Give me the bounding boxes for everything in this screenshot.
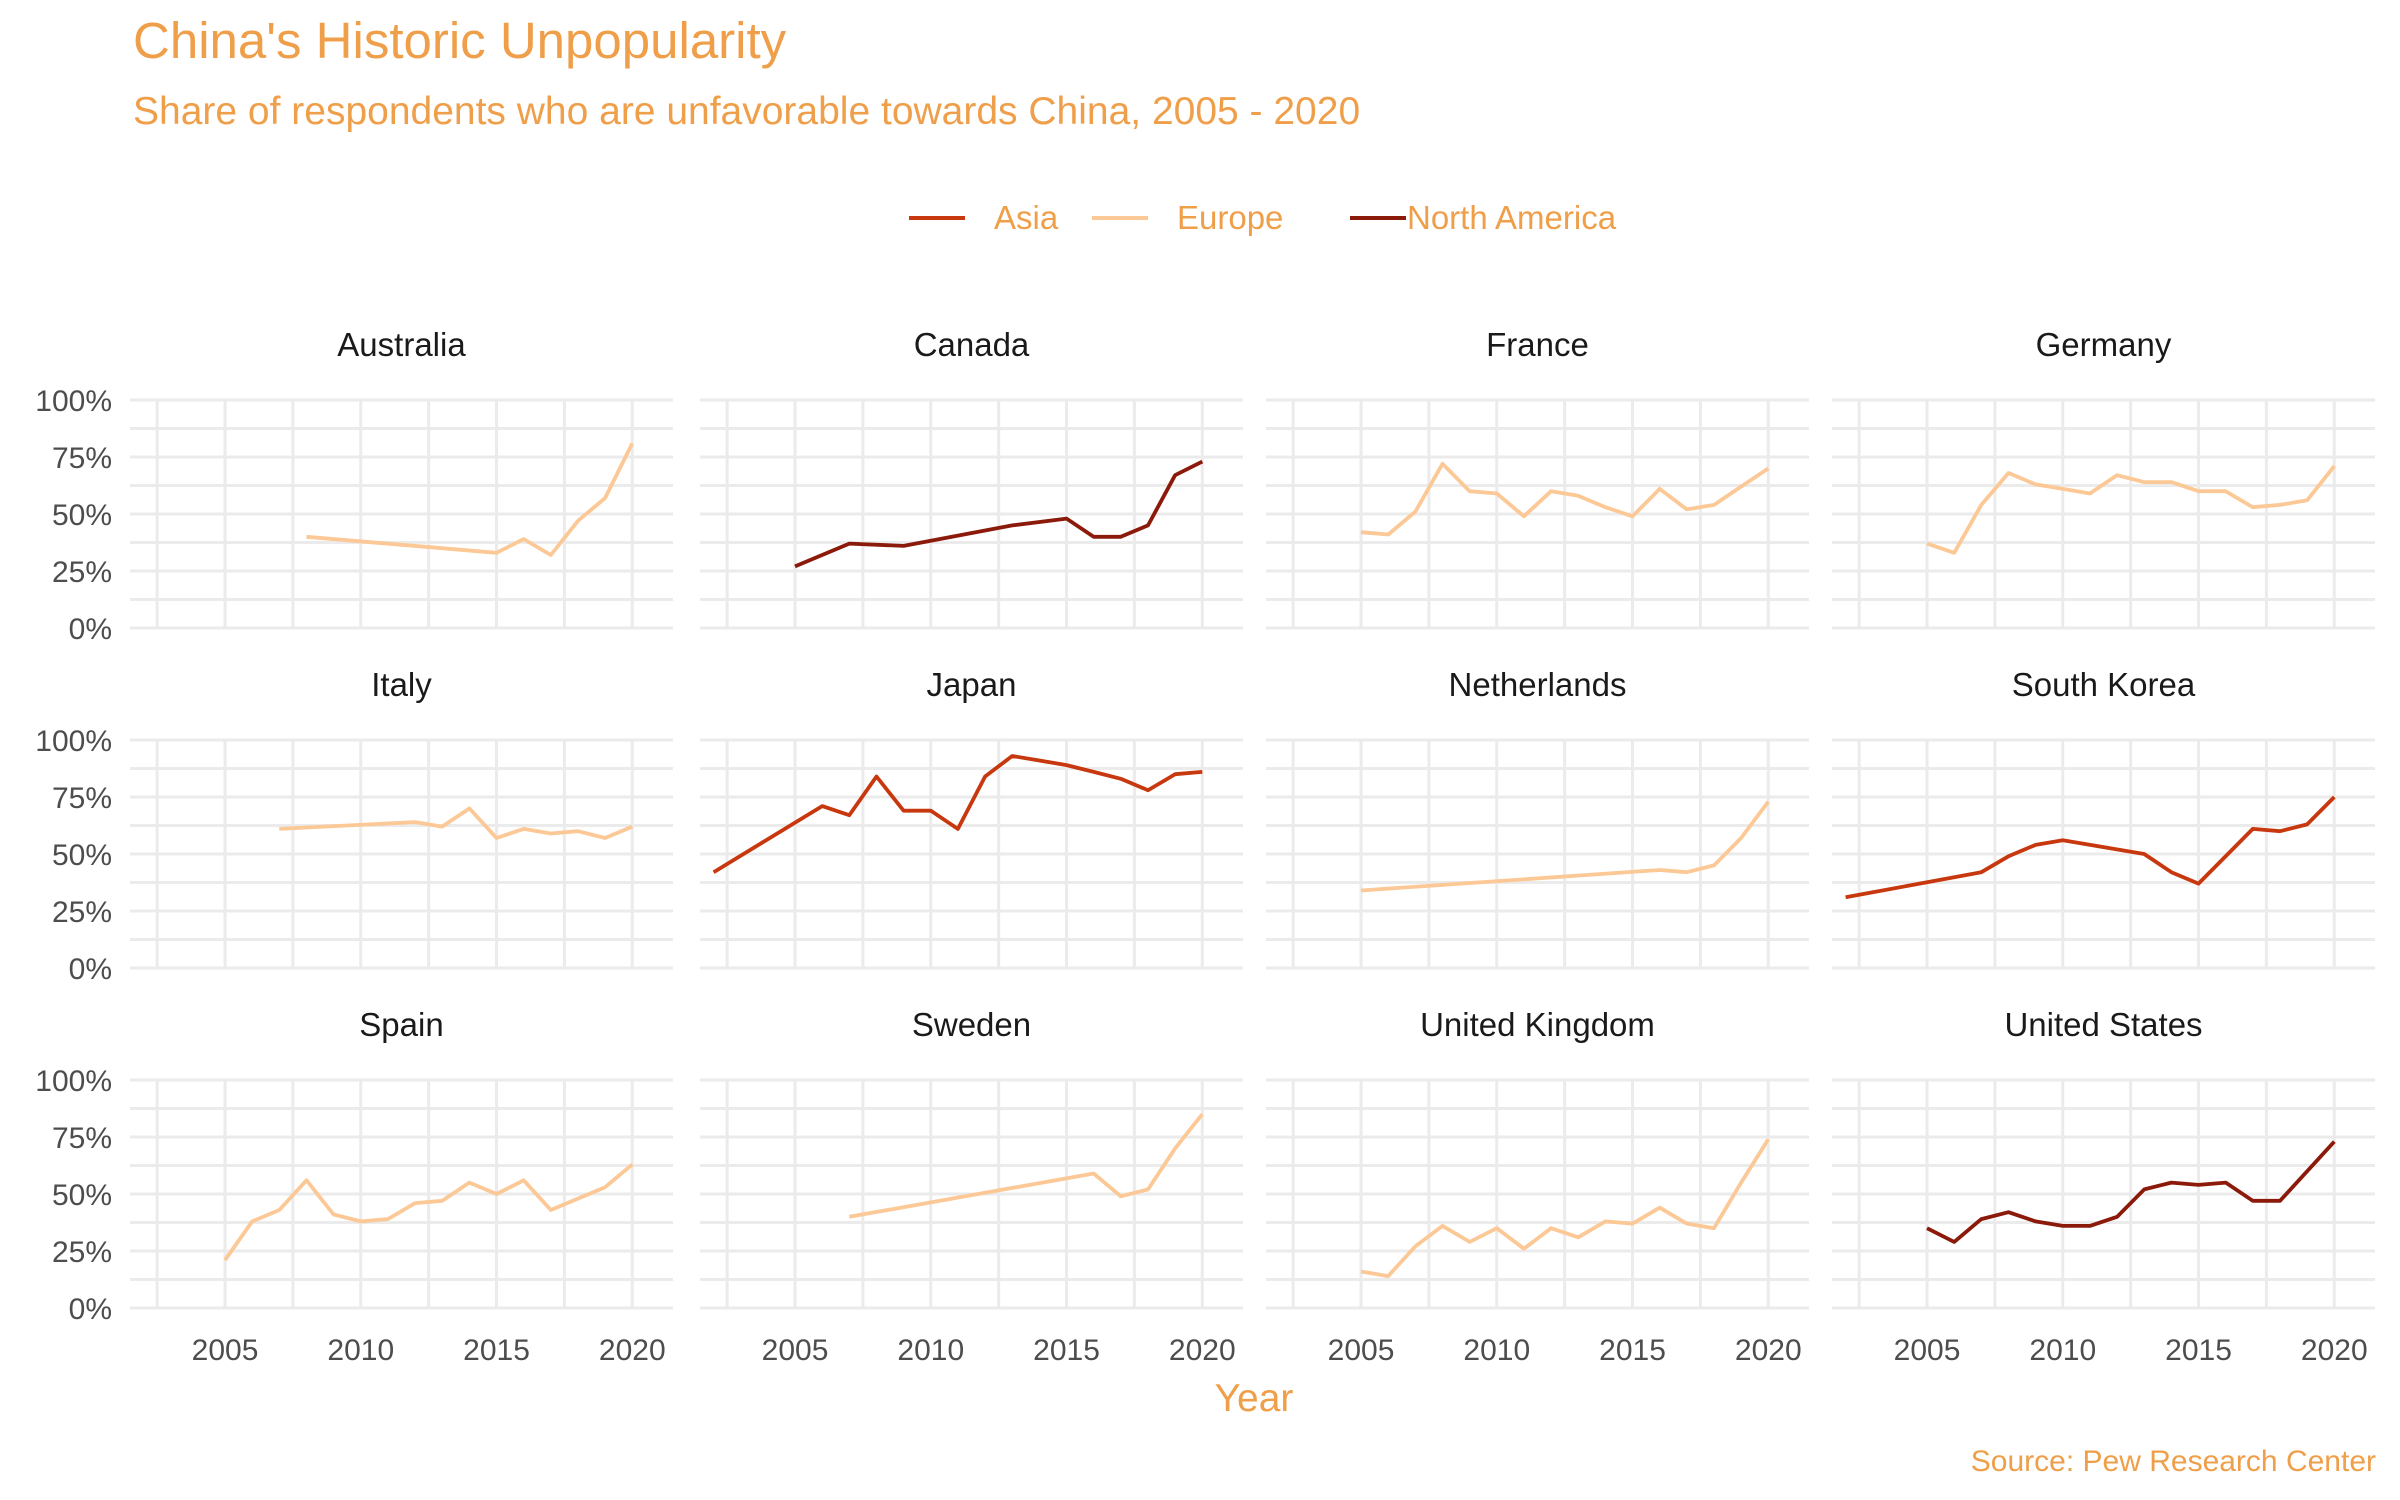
x-tick-label: 2020 bbox=[1169, 1334, 1236, 1367]
horizontal-gridlines bbox=[130, 738, 673, 970]
series-line-germany bbox=[1926, 464, 2336, 555]
facet-panels: Australia 0% 25% 50% 75% 100% Canada France Germ… bbox=[35, 326, 2375, 1367]
y-tick-label: 50% bbox=[52, 1179, 112, 1212]
panel-title-netherlands: Netherlands bbox=[1449, 666, 1627, 703]
series-line-france bbox=[1360, 461, 1770, 537]
horizontal-gridlines bbox=[130, 1078, 673, 1310]
series-line-netherlands bbox=[1360, 800, 1770, 893]
y-axis-ticks: 0% 25% 50% 75% 100% bbox=[35, 725, 112, 986]
panel-title-canada: Canada bbox=[914, 326, 1030, 363]
panel-sweden: Sweden 2005 2010 2015 2020 bbox=[700, 1006, 1243, 1367]
panel-italy: Italy 0% 25% 50% 75% 100% bbox=[35, 666, 673, 986]
chart-subtitle: Share of respondents who are unfavorable… bbox=[133, 90, 1360, 133]
x-axis-label: Year bbox=[1215, 1377, 1294, 1420]
y-tick-label: 75% bbox=[52, 1122, 112, 1155]
x-tick-label: 2010 bbox=[897, 1334, 964, 1367]
series-line-canada bbox=[794, 459, 1204, 569]
series-line-sweden bbox=[848, 1113, 1204, 1219]
horizontal-gridlines bbox=[700, 398, 1243, 630]
panel-france: France bbox=[1266, 326, 1809, 630]
series-line-australia bbox=[306, 442, 635, 557]
y-axis-ticks: 0% 25% 50% 75% 100% bbox=[35, 385, 112, 646]
x-axis-ticks: 2005 2010 2015 2020 bbox=[1328, 1334, 1802, 1367]
x-tick-label: 2005 bbox=[1328, 1334, 1395, 1367]
x-tick-label: 2020 bbox=[599, 1334, 666, 1367]
panel-germany: Germany bbox=[1832, 326, 2375, 630]
panel-title-united-kingdom: United Kingdom bbox=[1420, 1006, 1655, 1043]
series-line-united-states bbox=[1926, 1140, 2336, 1244]
panel-canada: Canada bbox=[700, 326, 1243, 630]
y-tick-label: 0% bbox=[69, 953, 112, 986]
series-line-italy bbox=[279, 806, 634, 840]
panel-south-korea: South Korea bbox=[1832, 666, 2375, 970]
series-line-south-korea bbox=[1845, 795, 2336, 900]
x-axis-ticks: 2005 2010 2015 2020 bbox=[192, 1334, 666, 1367]
panel-spain: Spain 0% 25% 50% 75% 100% 2005 2010 2015 2020 bbox=[35, 1006, 673, 1367]
y-tick-label: 0% bbox=[69, 613, 112, 646]
x-tick-label: 2005 bbox=[192, 1334, 259, 1367]
panel-netherlands: Netherlands bbox=[1266, 666, 1809, 970]
legend-label-north-america: North America bbox=[1407, 199, 1617, 236]
panel-title-australia: Australia bbox=[337, 326, 466, 363]
horizontal-gridlines bbox=[1266, 738, 1809, 970]
legend-label-asia: Asia bbox=[994, 199, 1059, 236]
panel-united-kingdom: United Kingdom 2005 2010 2015 2020 bbox=[1266, 1006, 1809, 1367]
panel-title-italy: Italy bbox=[371, 666, 432, 703]
y-tick-label: 100% bbox=[35, 385, 112, 418]
x-tick-label: 2010 bbox=[1463, 1334, 1530, 1367]
y-tick-label: 100% bbox=[35, 725, 112, 758]
panel-australia: Australia 0% 25% 50% 75% 100% bbox=[35, 326, 673, 646]
horizontal-gridlines bbox=[1832, 1078, 2375, 1310]
x-tick-label: 2020 bbox=[2301, 1334, 2368, 1367]
horizontal-gridlines bbox=[1266, 398, 1809, 630]
panel-title-spain: Spain bbox=[359, 1006, 443, 1043]
legend-item-asia: Asia bbox=[909, 199, 1059, 236]
legend-item-north-america: North America bbox=[1350, 199, 1617, 236]
y-tick-label: 75% bbox=[52, 782, 112, 815]
series-line-spain bbox=[223, 1162, 634, 1262]
y-axis-ticks: 0% 25% 50% 75% 100% bbox=[35, 1065, 112, 1326]
panel-title-germany: Germany bbox=[2036, 326, 2172, 363]
chart-title: China's Historic Unpopularity bbox=[133, 12, 787, 69]
y-tick-label: 25% bbox=[52, 556, 112, 589]
y-tick-label: 25% bbox=[52, 896, 112, 929]
x-tick-label: 2005 bbox=[1894, 1334, 1961, 1367]
legend-item-europe: Europe bbox=[1092, 199, 1283, 236]
panel-title-france: France bbox=[1486, 326, 1589, 363]
x-tick-label: 2015 bbox=[463, 1334, 530, 1367]
x-axis-ticks: 2005 2010 2015 2020 bbox=[1894, 1334, 2368, 1367]
legend-label-europe: Europe bbox=[1177, 199, 1283, 236]
series-line-united-kingdom bbox=[1360, 1138, 1770, 1278]
y-tick-label: 50% bbox=[52, 499, 112, 532]
y-tick-label: 100% bbox=[35, 1065, 112, 1098]
y-tick-label: 50% bbox=[52, 839, 112, 872]
panel-united-states: United States 2005 2010 2015 2020 bbox=[1832, 1006, 2375, 1367]
legend: Asia Europe North America bbox=[909, 199, 1617, 236]
horizontal-gridlines bbox=[700, 738, 1243, 970]
panel-japan: Japan bbox=[700, 666, 1243, 970]
y-tick-label: 0% bbox=[69, 1293, 112, 1326]
panel-title-japan: Japan bbox=[927, 666, 1017, 703]
panel-title-sweden: Sweden bbox=[912, 1006, 1031, 1043]
x-tick-label: 2015 bbox=[2165, 1334, 2232, 1367]
horizontal-gridlines bbox=[1266, 1078, 1809, 1310]
x-tick-label: 2010 bbox=[2029, 1334, 2096, 1367]
x-axis-ticks: 2005 2010 2015 2020 bbox=[762, 1334, 1236, 1367]
horizontal-gridlines bbox=[130, 398, 673, 630]
horizontal-gridlines bbox=[1832, 738, 2375, 970]
horizontal-gridlines bbox=[1832, 398, 2375, 630]
y-tick-label: 25% bbox=[52, 1236, 112, 1269]
source-caption: Source: Pew Research Center bbox=[1971, 1445, 2376, 1478]
panel-title-south-korea: South Korea bbox=[2012, 666, 2196, 703]
series-line-japan bbox=[712, 754, 1203, 874]
x-tick-label: 2005 bbox=[762, 1334, 829, 1367]
y-tick-label: 75% bbox=[52, 442, 112, 475]
x-tick-label: 2020 bbox=[1735, 1334, 1802, 1367]
panel-title-united-states: United States bbox=[2004, 1006, 2202, 1043]
x-tick-label: 2015 bbox=[1599, 1334, 1666, 1367]
x-tick-label: 2010 bbox=[327, 1334, 394, 1367]
x-tick-label: 2015 bbox=[1033, 1334, 1100, 1367]
